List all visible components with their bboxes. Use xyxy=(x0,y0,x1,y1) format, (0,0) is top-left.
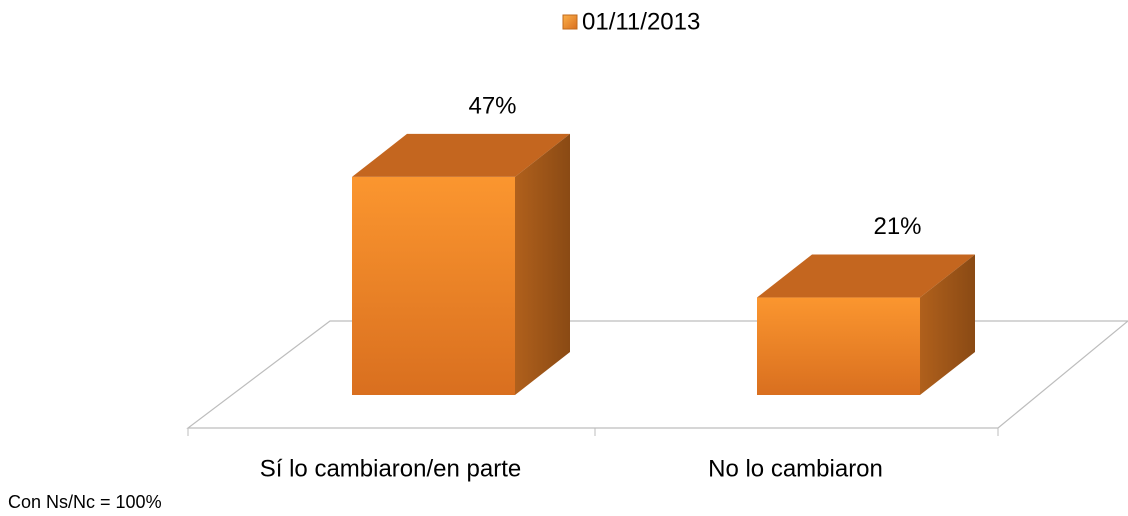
bar xyxy=(352,176,515,395)
bar-side xyxy=(920,254,975,395)
x-tick-label: Sí lo cambiaron/en parte xyxy=(260,455,521,482)
bar-side xyxy=(515,133,570,396)
bar xyxy=(757,297,920,395)
floor xyxy=(186,320,1128,429)
bar-top xyxy=(757,254,975,298)
x-tick-label: No lo cambiaron xyxy=(708,455,883,482)
legend-label: 01/11/2013 xyxy=(582,8,700,35)
data-label: 47% xyxy=(468,92,516,119)
legend-swatch xyxy=(562,14,578,30)
bar-top xyxy=(352,133,570,177)
data-label: 21% xyxy=(873,213,921,240)
annotation: Con Ns/Nc = 100% xyxy=(8,492,162,512)
